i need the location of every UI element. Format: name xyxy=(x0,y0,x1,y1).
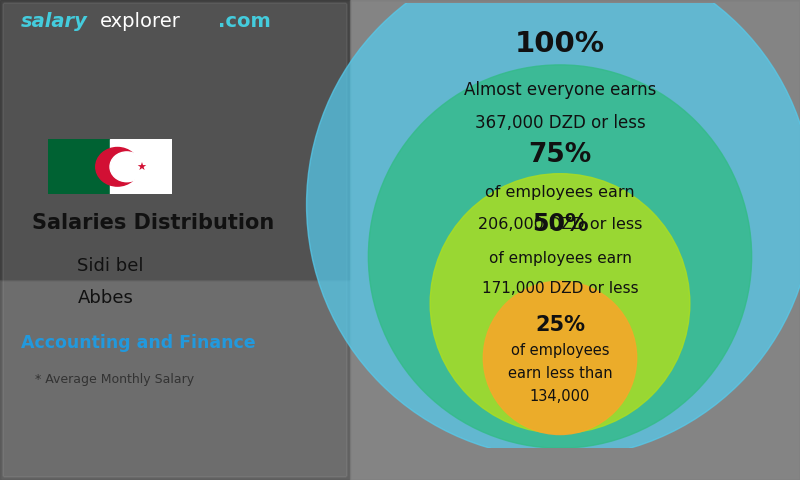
Text: Salaries Distribution: Salaries Distribution xyxy=(32,213,274,233)
Text: Accounting and Finance: Accounting and Finance xyxy=(21,334,256,352)
Circle shape xyxy=(430,174,690,433)
Circle shape xyxy=(483,281,637,434)
FancyBboxPatch shape xyxy=(3,3,347,477)
Text: of employees earn: of employees earn xyxy=(485,185,635,200)
Bar xyxy=(48,139,110,194)
Text: 75%: 75% xyxy=(528,142,592,168)
Text: 50%: 50% xyxy=(532,212,588,236)
Text: explorer: explorer xyxy=(100,12,181,31)
Circle shape xyxy=(96,147,139,186)
Text: * Average Monthly Salary: * Average Monthly Salary xyxy=(35,372,194,386)
Text: 171,000 DZD or less: 171,000 DZD or less xyxy=(482,281,638,296)
Bar xyxy=(0,280,350,480)
Text: salary: salary xyxy=(21,12,88,31)
Bar xyxy=(350,0,800,480)
Text: ★: ★ xyxy=(136,163,146,173)
Text: 206,000 DZD or less: 206,000 DZD or less xyxy=(478,217,642,232)
Bar xyxy=(0,0,350,280)
Text: Almost everyone earns: Almost everyone earns xyxy=(464,81,656,98)
Text: 100%: 100% xyxy=(515,30,605,58)
Circle shape xyxy=(110,152,143,182)
Text: 134,000: 134,000 xyxy=(530,389,590,404)
Text: Abbes: Abbes xyxy=(78,288,134,307)
Text: of employees earn: of employees earn xyxy=(489,252,631,266)
Circle shape xyxy=(368,65,752,448)
Text: 25%: 25% xyxy=(535,314,585,335)
Circle shape xyxy=(306,0,800,458)
Text: 367,000 DZD or less: 367,000 DZD or less xyxy=(474,114,646,132)
Text: Sidi bel: Sidi bel xyxy=(78,257,144,276)
Text: of employees: of employees xyxy=(510,343,610,358)
Text: earn less than: earn less than xyxy=(508,366,612,382)
Text: .com: .com xyxy=(218,12,271,31)
Bar xyxy=(110,139,172,194)
